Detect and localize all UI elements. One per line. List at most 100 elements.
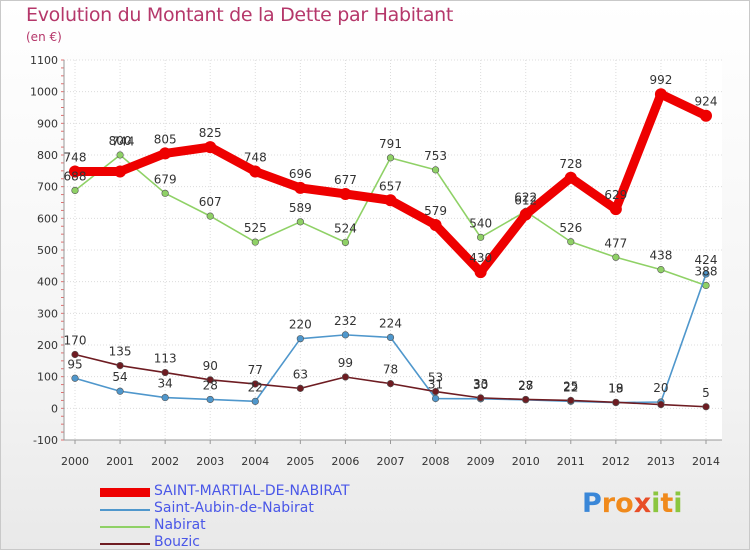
data-label: 589: [289, 201, 312, 215]
legend-label: Bouzic: [154, 534, 200, 550]
data-label: 526: [559, 221, 582, 235]
data-label: 805: [154, 132, 177, 146]
data-label: 744: [112, 134, 135, 148]
data-point: [159, 147, 172, 160]
data-label: 220: [289, 318, 312, 332]
data-label: 33: [473, 377, 488, 391]
data-point: [522, 395, 530, 404]
logo-letter: i: [651, 488, 661, 519]
data-point: [161, 368, 169, 377]
data-point: [251, 397, 259, 405]
data-label: 696: [289, 167, 312, 181]
data-point: [567, 238, 575, 246]
data-point: [206, 395, 214, 404]
data-point: [474, 266, 487, 279]
data-point: [251, 238, 259, 246]
data-point: [431, 394, 440, 403]
y-tick-label: 500: [37, 244, 58, 257]
data-label: 95: [67, 357, 82, 371]
data-point: [341, 331, 350, 339]
data-label: 657: [379, 179, 402, 193]
chart-subtitle: (en €): [26, 30, 62, 44]
data-label: 20: [653, 381, 668, 395]
data-label: 825: [199, 126, 222, 140]
data-point: [249, 165, 262, 178]
plot-area: [64, 60, 722, 440]
data-label: 90: [203, 359, 218, 373]
data-label: 31: [428, 378, 443, 392]
legend-label: Nabirat: [154, 517, 206, 533]
y-tick-label: 100: [37, 371, 58, 384]
data-label: 170: [64, 334, 87, 348]
y-tick-label: 1000: [30, 86, 58, 99]
legend-swatch: [100, 509, 150, 511]
data-point: [564, 171, 577, 184]
data-label: 53: [428, 371, 443, 385]
data-label: 612: [514, 194, 537, 208]
data-point: [612, 398, 620, 406]
data-point: [71, 186, 79, 195]
data-point: [431, 387, 440, 396]
data-label: 78: [383, 363, 398, 377]
legend-swatch: [100, 488, 150, 497]
y-tick-label: 700: [37, 181, 58, 194]
y-tick-label: 200: [37, 339, 58, 352]
legend-swatch: [100, 526, 150, 528]
data-label: 753: [424, 149, 447, 163]
y-tick-label: 0: [51, 402, 58, 415]
x-tick-label: 2010: [512, 455, 540, 468]
data-point: [296, 335, 304, 343]
x-tick-label: 2001: [106, 455, 134, 468]
data-label: 28: [518, 378, 533, 392]
data-point: [477, 394, 485, 402]
data-label: 992: [649, 73, 672, 87]
data-label: 629: [604, 188, 627, 202]
logo-letter: o: [615, 488, 634, 519]
data-point: [71, 374, 79, 382]
data-point: [519, 208, 532, 221]
data-label: 388: [695, 264, 718, 278]
data-label: 424: [695, 253, 718, 267]
legend-label: Saint-Aubin-de-Nabirat: [154, 500, 314, 516]
x-tick-label: 2004: [241, 455, 269, 468]
data-point: [339, 187, 352, 200]
x-tick-label: 2013: [647, 455, 675, 468]
data-label: 477: [604, 236, 627, 250]
legend-swatch: [100, 543, 150, 545]
x-tick-label: 2007: [377, 455, 405, 468]
data-point: [251, 380, 259, 388]
data-label: 25: [563, 379, 578, 393]
data-label: 77: [248, 363, 263, 377]
x-tick-label: 2008: [422, 455, 450, 468]
data-label: 791: [379, 137, 402, 151]
data-label: 525: [244, 221, 267, 235]
data-label: 622: [514, 190, 537, 204]
data-point: [700, 109, 712, 122]
data-point: [657, 400, 665, 409]
data-label: 232: [334, 314, 357, 328]
x-tick-label: 2012: [602, 455, 630, 468]
x-tick-label: 2002: [151, 455, 179, 468]
data-label: 524: [334, 221, 357, 235]
x-tick-label: 2005: [286, 455, 314, 468]
y-tick-label: -100: [33, 434, 58, 447]
data-point: [114, 165, 127, 178]
data-point: [477, 233, 485, 241]
data-point: [386, 380, 395, 388]
data-label: 679: [154, 172, 177, 186]
data-label: 224: [379, 316, 402, 330]
data-label: 5: [702, 386, 710, 400]
data-point: [609, 203, 622, 216]
data-point: [161, 393, 169, 402]
data-point: [567, 396, 575, 405]
data-label: 19: [608, 381, 623, 395]
x-tick-label: 2014: [692, 455, 720, 468]
data-point: [702, 270, 710, 278]
data-label: 99: [338, 356, 353, 370]
data-label: 748: [64, 150, 87, 164]
data-point: [206, 376, 214, 384]
data-label: 113: [154, 352, 177, 366]
data-point: [384, 194, 397, 207]
proxiti-logo: Proxiti: [582, 488, 683, 519]
data-label: 579: [424, 204, 447, 218]
